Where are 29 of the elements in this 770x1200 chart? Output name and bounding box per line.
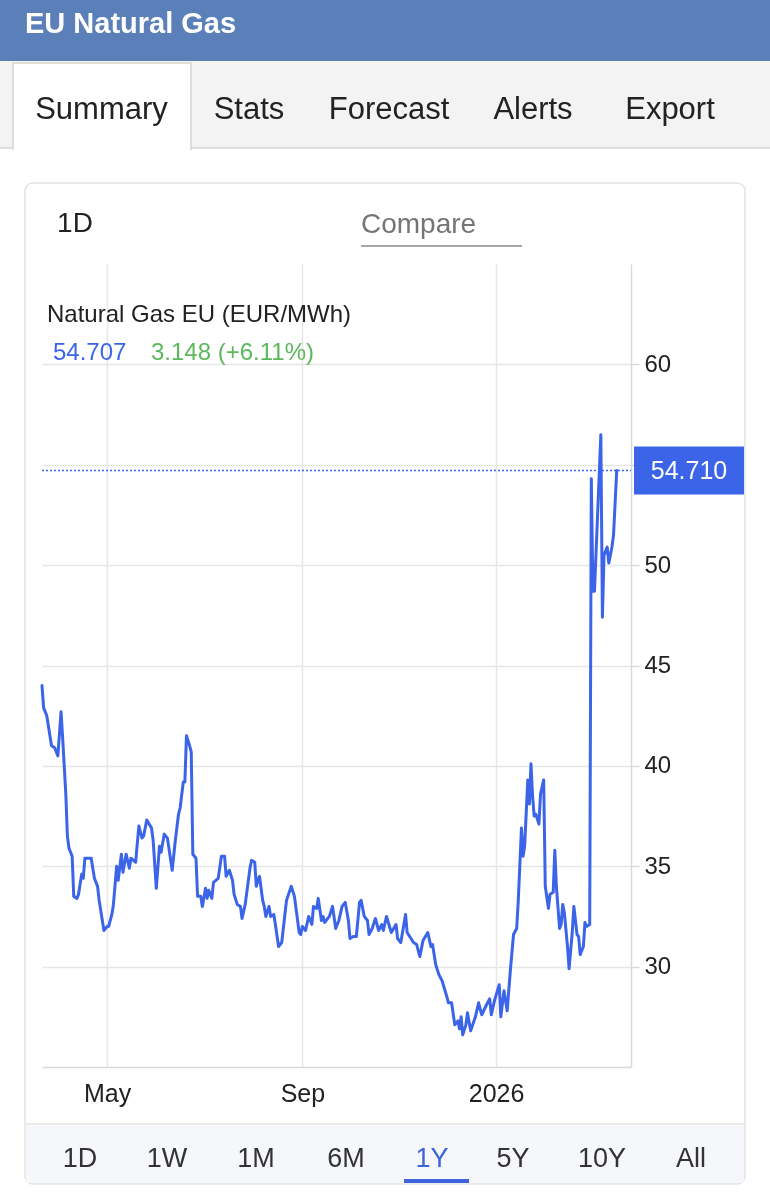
y-tick-label: 30 [644, 952, 672, 980]
y-tick-label: 40 [644, 751, 672, 779]
text: All [675, 1143, 707, 1173]
ref-line-label: 54.710 [650, 455, 728, 484]
annotation: 54.707 [53, 338, 127, 365]
text: 1Y [415, 1143, 449, 1173]
text: 10Y [577, 1143, 627, 1173]
text: Compare [361, 208, 477, 239]
text: 1D [62, 1143, 98, 1173]
chart-title: EU Natural Gas [25, 7, 237, 39]
text: 1D [57, 207, 93, 238]
text: Stats [213, 91, 285, 126]
text: Alerts [493, 91, 573, 126]
text: Summary [35, 91, 169, 126]
text: 1M [237, 1143, 275, 1173]
x-tick-label: 2026 [468, 1078, 525, 1107]
text: 1W [146, 1143, 188, 1173]
x-tick-label: May [83, 1078, 132, 1107]
x-tick-label: Sep [280, 1078, 326, 1107]
text: Export [625, 91, 716, 126]
text: 5Y [496, 1143, 530, 1173]
text: 6M [327, 1143, 365, 1173]
text: Natural Gas EU (EUR/MWh) [47, 300, 352, 327]
y-tick-label: 35 [644, 851, 672, 879]
y-tick-label: 60 [644, 349, 672, 377]
y-tick-label: 50 [644, 550, 672, 578]
text: Forecast [328, 91, 450, 126]
annotation: 3.148 (+6.11%) [151, 338, 314, 365]
y-tick-label: 45 [644, 651, 672, 678]
